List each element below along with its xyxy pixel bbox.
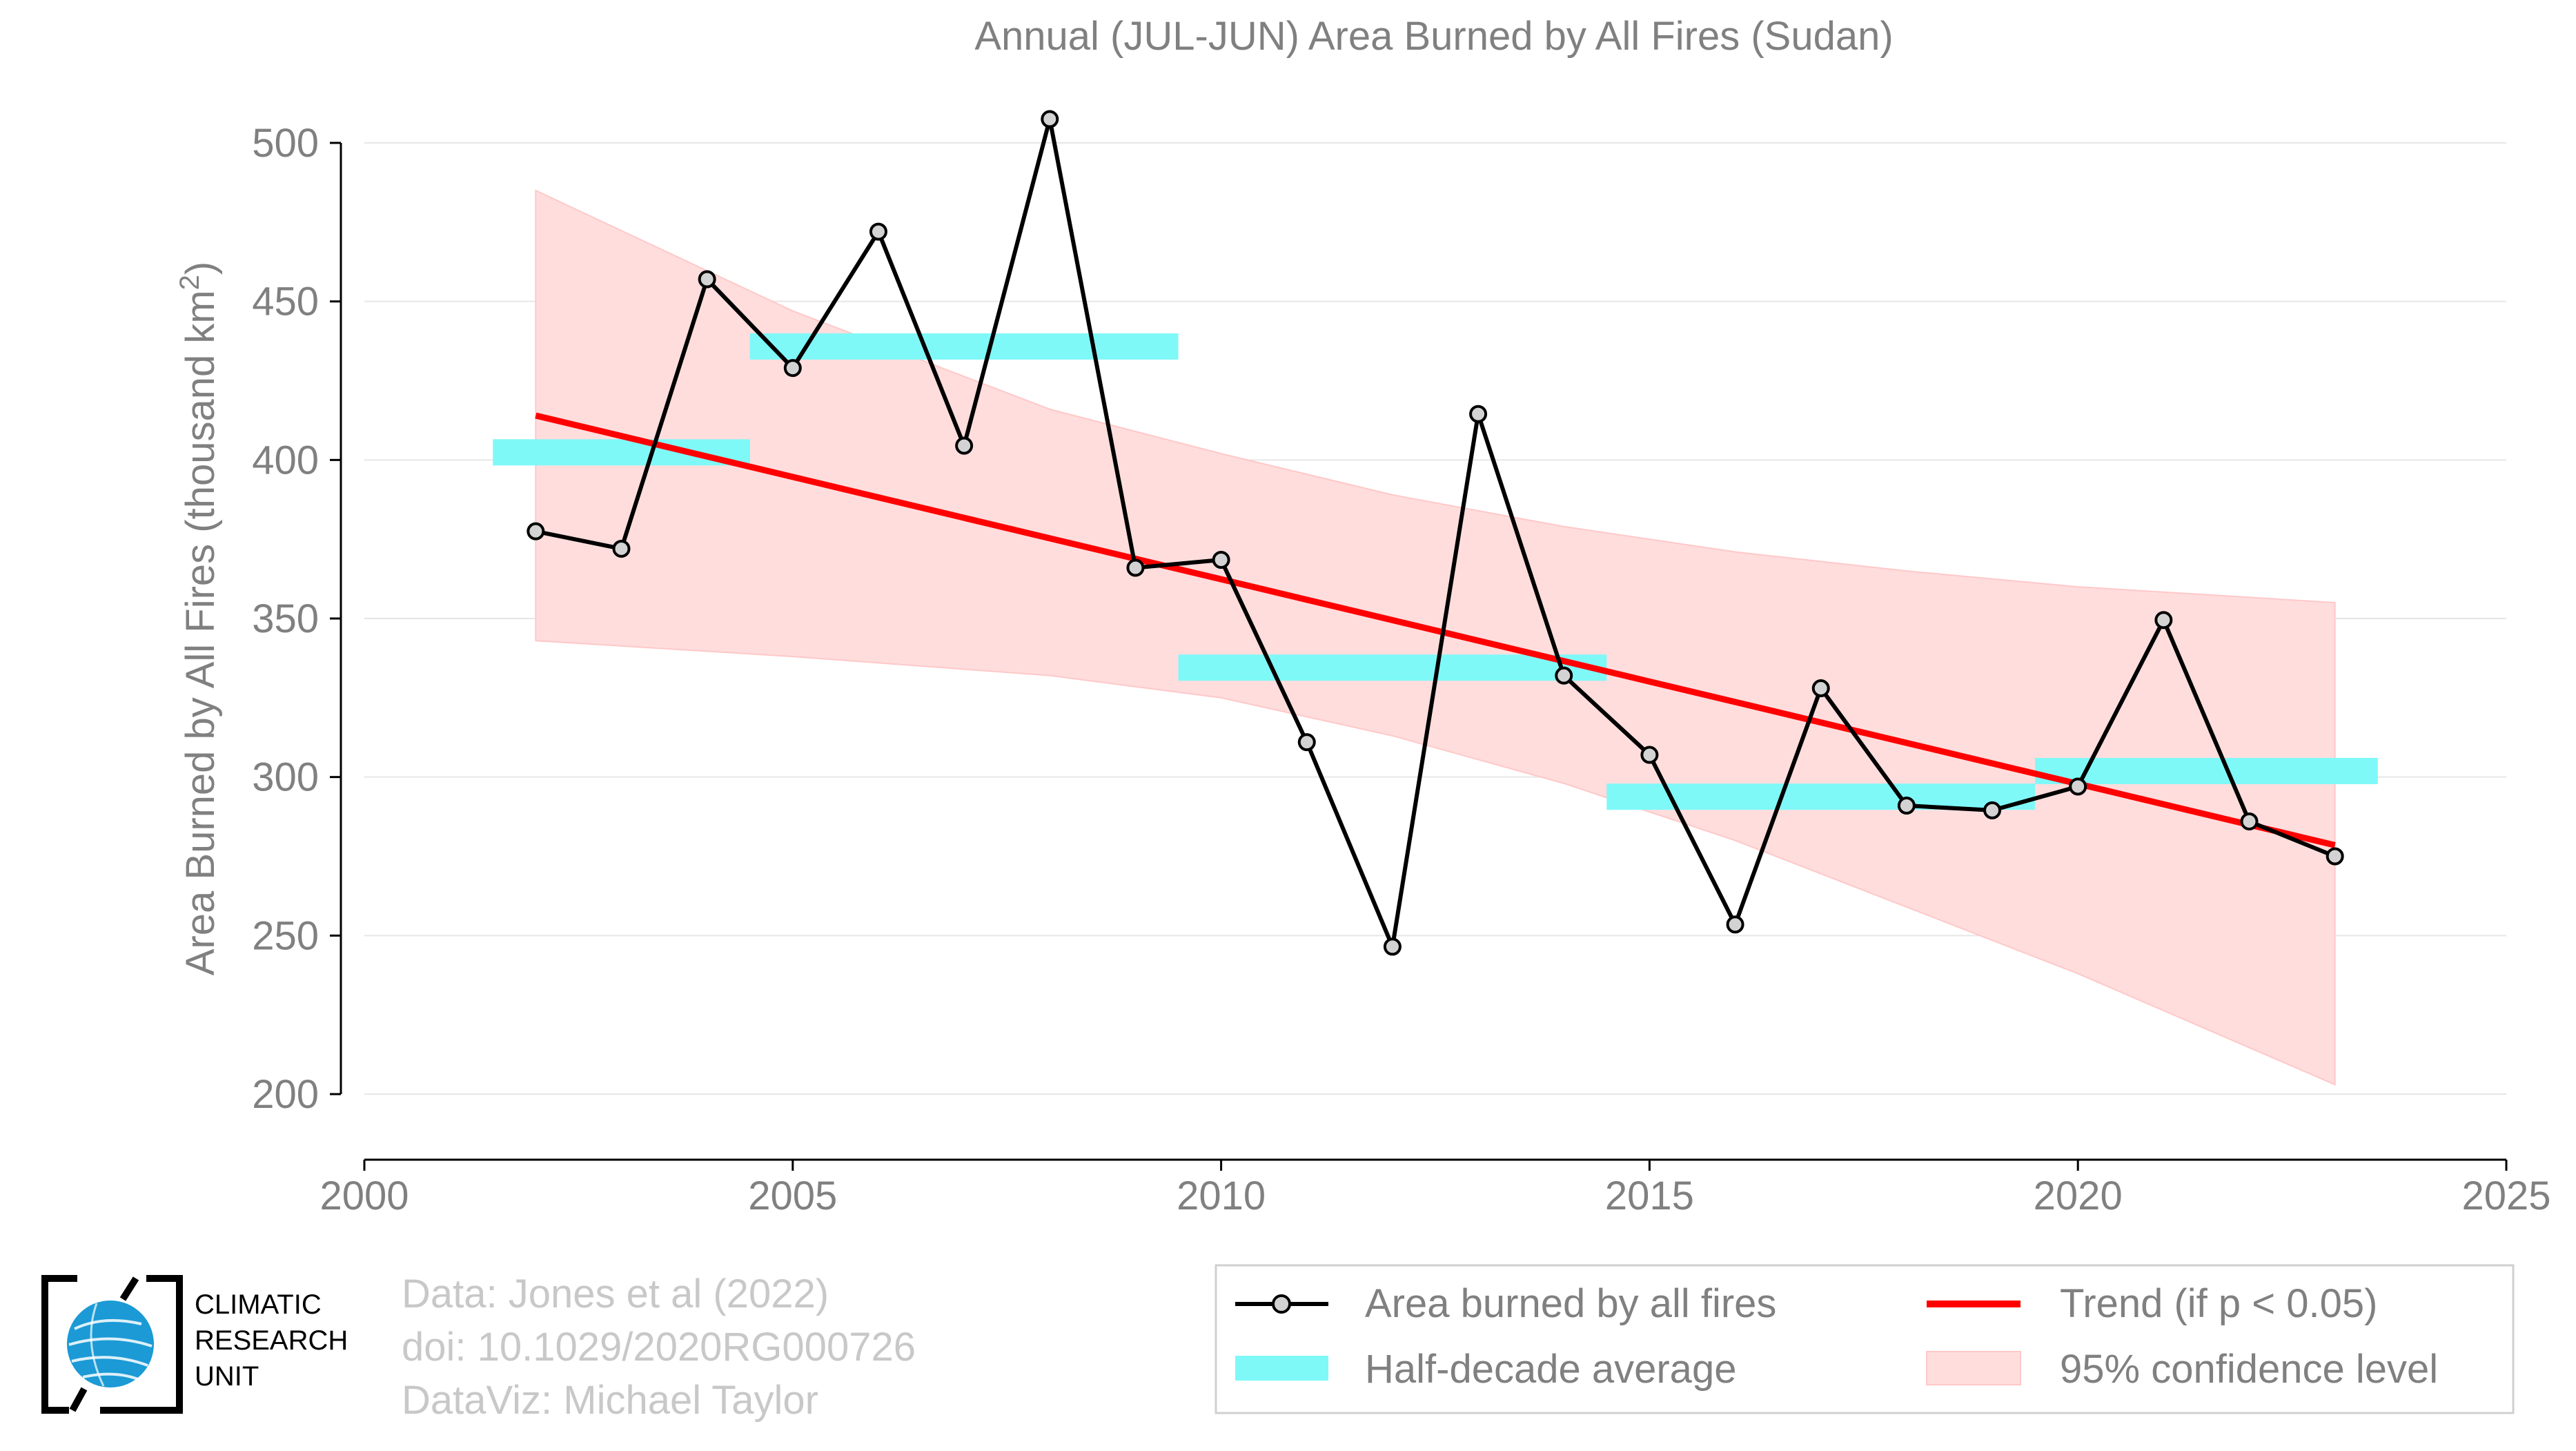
data-point — [612, 539, 631, 558]
legend-box — [1215, 1264, 2515, 1414]
legend-swatch-confidence — [1926, 1351, 2021, 1385]
legend-marker — [1272, 1294, 1291, 1314]
logo-line-2: RESEARCH — [195, 1325, 348, 1356]
data-point — [1640, 746, 1659, 764]
x-tick-label: 2000 — [319, 1174, 409, 1218]
confidence-band-area — [535, 189, 2336, 1086]
data-point — [1897, 797, 1916, 815]
data-point — [1126, 558, 1145, 577]
data-point — [1383, 937, 1402, 956]
data-point — [2154, 611, 2173, 630]
logo-line-1: CLIMATIC — [195, 1289, 322, 1320]
data-point — [869, 222, 887, 241]
legend-item-trend: Trend (if p < 0.05) — [1927, 1281, 2377, 1326]
y-axis-label-close: ) — [178, 262, 223, 275]
half-decade-bars — [493, 333, 2378, 810]
legend-label-trend: Trend (if p < 0.05) — [2060, 1281, 2377, 1326]
legend-label-series: Area burned by all fires — [1365, 1281, 1776, 1326]
half-decade-bar — [1606, 783, 2036, 810]
y-tick-label: 300 — [252, 755, 319, 800]
half-decade-bar — [1178, 654, 1607, 681]
y-tick-label: 200 — [252, 1072, 319, 1117]
y-axis-label-main: Area Burned by All Fires (thousand km — [178, 290, 223, 975]
series-line — [535, 117, 2336, 949]
credit-doi: doi: 10.1029/2020RG000726 — [402, 1325, 916, 1370]
credits: Data: Jones et al (2022) doi: 10.1029/20… — [402, 1272, 916, 1423]
y-ticks: 200 250 300 350 400 450 500 — [252, 121, 341, 1117]
data-point — [783, 359, 802, 378]
credit-dataviz: DataViz: Michael Taylor — [402, 1378, 818, 1423]
logo-line-3: UNIT — [195, 1361, 259, 1392]
data-point — [1212, 551, 1230, 569]
confidence-band — [535, 189, 2336, 1086]
data-point — [1555, 666, 1573, 685]
y-axis-label-sup: 2 — [175, 275, 205, 290]
data-point — [1041, 110, 1059, 128]
x-tick-label: 2010 — [1177, 1174, 1266, 1218]
logo-frame — [41, 1275, 183, 1414]
data-point — [1726, 915, 1744, 934]
x-ticks: 2000 2005 2010 2015 2020 2025 — [319, 1160, 2551, 1218]
data-point — [1983, 801, 2002, 819]
y-tick-label: 250 — [252, 913, 319, 958]
data-point — [1811, 679, 1830, 698]
credit-data: Data: Jones et al (2022) — [402, 1272, 829, 1316]
data-point — [2326, 847, 2344, 866]
data-point — [527, 522, 545, 541]
data-point — [2240, 812, 2259, 830]
trend-line — [535, 412, 2336, 848]
y-tick-label: 500 — [252, 121, 319, 166]
half-decade-bar — [749, 333, 1179, 360]
data-point — [1297, 733, 1316, 752]
globe-icon — [67, 1301, 154, 1387]
data-point — [2069, 777, 2087, 796]
y-axis-label: Area Burned by All Fires (thousand km2) — [175, 262, 223, 976]
y-tick-label: 450 — [252, 280, 319, 324]
data-point — [698, 270, 716, 289]
chart-title: Annual (JUL-JUN) Area Burned by All Fire… — [974, 14, 1893, 59]
legend: Area burned by all fires Trend (if p < 0… — [1215, 1264, 2515, 1414]
x-tick-label: 2015 — [1605, 1174, 1694, 1218]
legend-item-series: Area burned by all fires — [1235, 1281, 1776, 1326]
x-tick-label: 2020 — [2034, 1174, 2123, 1218]
data-point — [1469, 405, 1488, 423]
area-burned-series — [527, 110, 2344, 956]
trend-line-path — [535, 412, 2336, 848]
cru-logo: CLIMATIC RESEARCH UNIT — [41, 1275, 348, 1414]
legend-label-confidence: 95% confidence level — [2060, 1347, 2438, 1392]
x-tick-label: 2005 — [748, 1174, 837, 1218]
legend-item-confidence: 95% confidence level — [1926, 1347, 2438, 1392]
legend-swatch-halfdecade — [1235, 1356, 1328, 1381]
half-decade-bar — [493, 439, 750, 466]
data-point — [955, 436, 974, 455]
legend-label-halfdecade: Half-decade average — [1365, 1347, 1736, 1392]
y-tick-label: 350 — [252, 596, 319, 641]
legend-item-halfdecade: Half-decade average — [1235, 1347, 1736, 1392]
y-tick-label: 400 — [252, 438, 319, 483]
x-tick-label: 2025 — [2461, 1174, 2550, 1218]
